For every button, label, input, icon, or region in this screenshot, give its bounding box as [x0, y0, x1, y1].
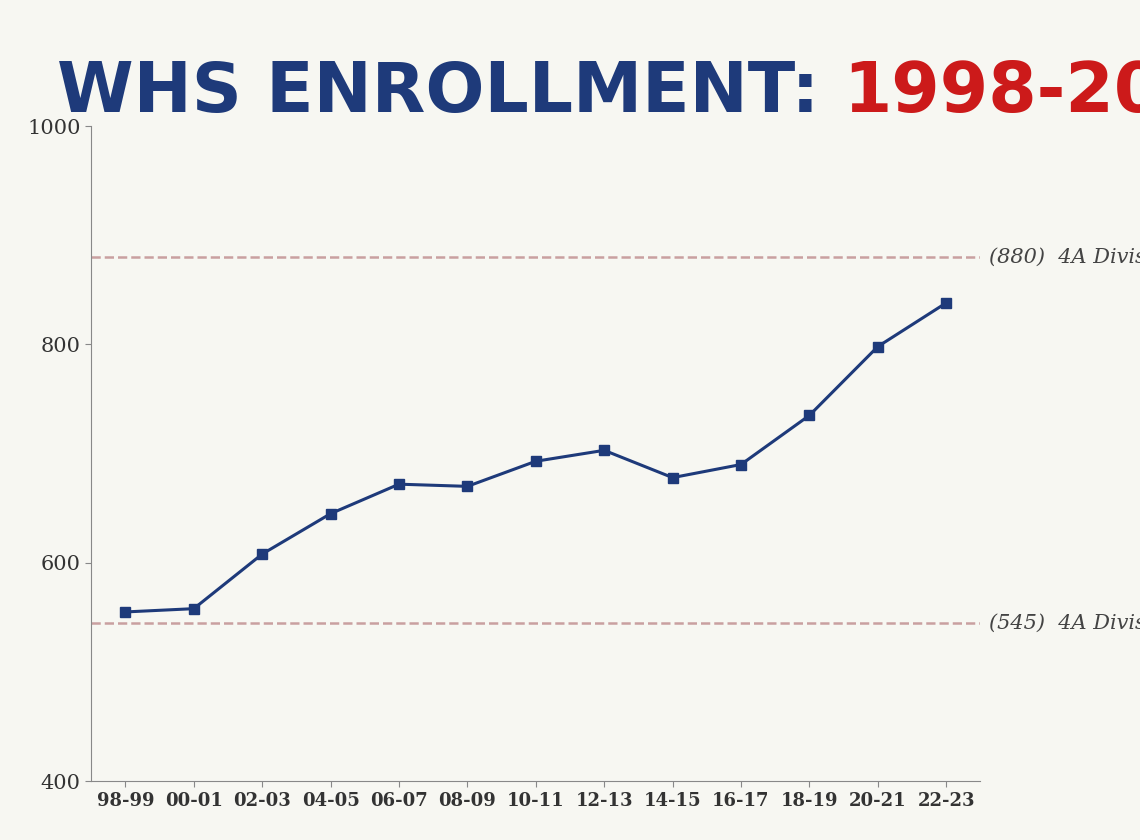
Text: 1998-2023: 1998-2023	[844, 59, 1140, 126]
Text: (880)  4A Division I: (880) 4A Division I	[990, 248, 1140, 266]
Text: (545)  4A Division II: (545) 4A Division II	[990, 613, 1140, 633]
Text: WHS ENROLLMENT:: WHS ENROLLMENT:	[57, 59, 844, 126]
